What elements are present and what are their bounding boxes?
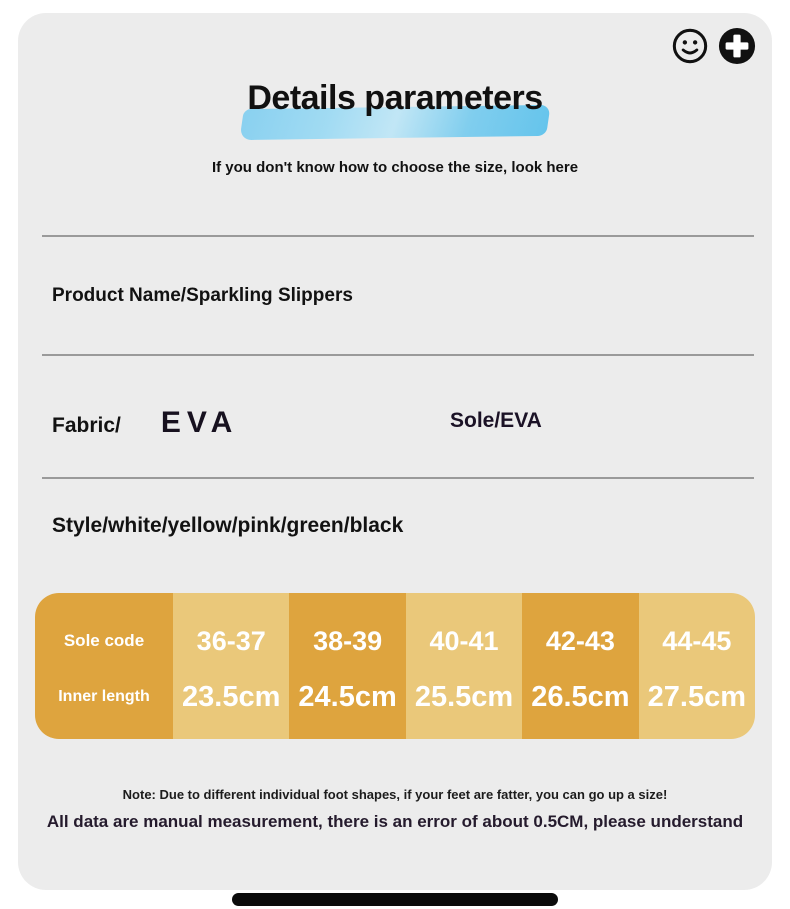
home-indicator-bar[interactable] (232, 893, 558, 906)
sole-code-header: Sole code (63, 631, 145, 650)
page-title: Details parameters (247, 79, 543, 117)
inner-length-value: 27.5cm (647, 680, 746, 713)
inner-length-header: Inner length (58, 688, 150, 705)
sole-code-value: 40-41 (429, 625, 499, 656)
size-column-38-39: 38-39 24.5cm (289, 593, 406, 739)
size-column-36-37: 36-37 23.5cm (173, 593, 290, 739)
divider (42, 354, 754, 356)
inner-length-value: 26.5cm (531, 680, 630, 713)
sole-code-value: 38-39 (313, 625, 383, 656)
size-column-40-41: 40-41 25.5cm (405, 593, 523, 739)
title-block: Details parameters (18, 79, 772, 141)
inner-length-value: 25.5cm (414, 680, 514, 713)
size-column-44-45: 44-45 27.5cm (638, 593, 755, 739)
add-icon[interactable] (718, 27, 756, 65)
divider (42, 477, 754, 479)
smiley-face-icon[interactable] (671, 27, 709, 65)
header-actions (671, 27, 756, 65)
measurement-disclaimer: All data are manual measurement, there i… (46, 812, 744, 831)
size-column-42-43: 42-43 26.5cm (522, 593, 639, 739)
sizing-note: Note: Due to different individual foot s… (122, 787, 668, 802)
fabric-row: Fabric/ EVA (52, 406, 238, 440)
fabric-value: EVA (160, 406, 239, 439)
style-row: Style/white/yellow/pink/green/black (52, 514, 404, 537)
size-help-subtitle: If you don't know how to choose the size… (211, 159, 579, 176)
inner-length-value: 23.5cm (182, 680, 281, 713)
divider (42, 235, 754, 237)
details-card: Details parameters If you don't know how… (18, 13, 772, 890)
fabric-label: Fabric/ (52, 414, 121, 437)
sole-code-value: 42-43 (545, 625, 615, 656)
sole-row: Sole/EVA (450, 409, 542, 432)
inner-length-value: 24.5cm (298, 680, 397, 713)
sole-code-value: 44-45 (662, 625, 732, 656)
product-name-row: Product Name/Sparkling Slippers (52, 285, 353, 306)
size-table-header-column: Sole code Inner length (35, 593, 173, 739)
sole-code-value: 36-37 (196, 625, 266, 656)
size-table: Sole code Inner length 36-37 23.5cm 38-3… (35, 593, 755, 739)
